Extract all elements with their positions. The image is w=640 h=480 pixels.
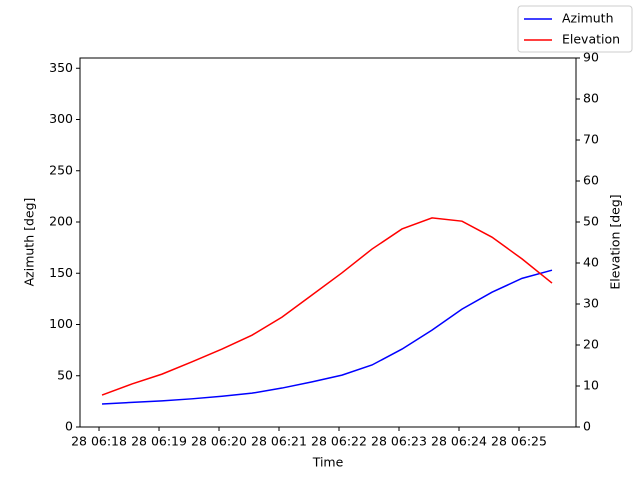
plot-frame — [79, 57, 577, 428]
y2-tick-label: 50 — [583, 214, 599, 229]
series-line — [101, 269, 553, 405]
y-tick-label: 250 — [49, 162, 73, 177]
y-tick-label: 350 — [49, 60, 73, 75]
y-tick-label: 50 — [57, 367, 73, 382]
y-tick-label: 300 — [49, 111, 73, 126]
y-tick-label: 100 — [49, 316, 73, 331]
x-tick-label: 28 06:21 — [251, 434, 307, 449]
y2-tick-label: 60 — [583, 173, 599, 188]
y2-tick-label: 0 — [583, 419, 591, 434]
y2-tick-label: 20 — [583, 337, 599, 352]
legend-label: Elevation — [562, 32, 620, 47]
x-tick-label: 28 06:22 — [311, 434, 367, 449]
y-tick-label: 200 — [49, 214, 73, 229]
x-axis-label: Time — [312, 455, 344, 470]
y2-tick-label: 40 — [583, 255, 599, 270]
y-tick-label: 150 — [49, 265, 73, 280]
series-line — [101, 217, 553, 396]
x-tick-label: 28 06:24 — [431, 434, 487, 449]
y2-axis-label: Elevation [deg] — [608, 194, 623, 289]
y-axis-label: Azimuth [deg] — [22, 198, 37, 287]
x-tick-label: 28 06:19 — [131, 434, 187, 449]
y2-tick-label: 70 — [583, 132, 599, 147]
y2-tick-label: 30 — [583, 296, 599, 311]
x-tick-label: 28 06:25 — [491, 434, 547, 449]
y2-tick-label: 90 — [583, 50, 599, 65]
y2-tick-label: 10 — [583, 378, 599, 393]
x-tick-label: 28 06:18 — [71, 434, 127, 449]
legend-label: Azimuth — [562, 11, 614, 26]
x-tick-label: 28 06:23 — [371, 434, 427, 449]
y2-tick-label: 80 — [583, 91, 599, 106]
x-tick-label: 28 06:20 — [191, 434, 247, 449]
y-tick-label: 0 — [65, 419, 73, 434]
